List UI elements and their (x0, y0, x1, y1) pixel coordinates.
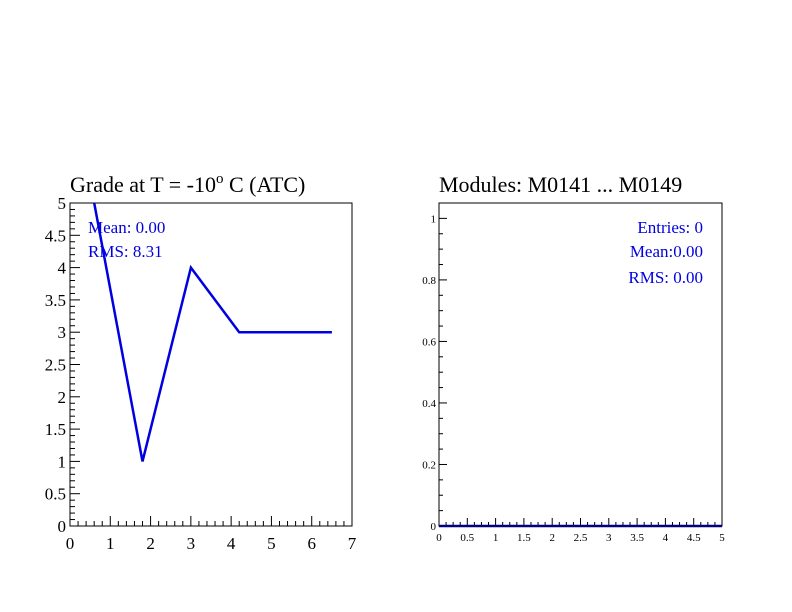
left-y-tick-label: 4 (58, 259, 67, 278)
left-series-line (92, 202, 332, 462)
right-stat-rms: RMS: 0.00 (628, 268, 703, 287)
left-y-tick-label: 0.5 (45, 485, 66, 504)
right-x-tick-label: 4 (663, 532, 669, 544)
right-stat-entries: Entries: 0 (637, 218, 703, 237)
right-y-tick-labels: 0 0.2 0.4 0.6 0.8 1 (422, 213, 436, 533)
left-y-tick-label: 3 (58, 323, 67, 342)
left-y-tick-label: 4.5 (45, 226, 66, 245)
left-x-tick-label: 5 (267, 534, 276, 553)
left-x-tick-label: 0 (66, 534, 75, 553)
right-x-tick-label: 0.5 (460, 532, 474, 544)
left-x-tick-label: 6 (307, 534, 316, 553)
right-y-tick-label: 0 (431, 521, 437, 533)
left-x-tick-label: 2 (146, 534, 155, 553)
right-x-tick-label: 3.5 (630, 532, 644, 544)
left-x-tick-label: 1 (106, 534, 115, 553)
left-y-tick-labels: 0 0.5 1 1.5 2 2.5 3 3.5 4 4.5 5 (45, 194, 67, 536)
right-y-tick-label: 1 (431, 213, 437, 225)
right-x-tick-label: 4.5 (687, 532, 701, 544)
right-x-tick-label: 5 (719, 532, 725, 544)
left-y-tick-label: 5 (58, 194, 67, 213)
left-y-tick-label: 0 (58, 517, 67, 536)
left-y-tick-label: 3.5 (45, 291, 66, 310)
left-y-tick-label: 1.5 (45, 420, 66, 439)
left-chart: Grade at T = -10o C (ATC) 0 0.5 1 1.5 2 2.5 3 3… (45, 171, 357, 553)
left-x-tick-label: 4 (227, 534, 236, 553)
right-x-tick-label: 1 (493, 532, 499, 544)
right-y-tick-label: 0.4 (422, 398, 436, 410)
left-y-tick-label: 1 (58, 452, 67, 471)
left-axis-ticks (69, 202, 353, 527)
left-y-tick-label: 2.5 (45, 356, 66, 375)
right-x-tick-label: 1.5 (517, 532, 531, 544)
right-chart-title: Modules: M0141 ... M0149 (439, 172, 682, 197)
right-chart: Modules: M0141 ... M0149 00.20.40.60.81 … (422, 172, 725, 544)
right-x-tick-label: 2 (549, 532, 555, 544)
right-y-tick-label: 0.2 (422, 459, 436, 471)
right-x-tick-label: 2.5 (574, 532, 588, 544)
left-x-tick-labels: 0 1 2 3 4 5 6 7 (66, 534, 357, 553)
right-stat-mean: Mean:0.00 (630, 242, 703, 261)
right-x-tick-labels: 0 0.5 1 1.5 2 2.5 3 3.5 4 4.5 5 (436, 532, 725, 544)
left-x-tick-label: 3 (187, 534, 196, 553)
right-x-tick-label: 0 (436, 532, 442, 544)
left-chart-title: Grade at T = -10o C (ATC) (70, 171, 305, 197)
left-y-tick-label: 2 (58, 388, 67, 407)
left-stat-mean: Mean: 0.00 (88, 218, 165, 237)
right-axis-ticks (438, 217, 723, 527)
right-y-tick-label: 0.6 (422, 336, 436, 348)
left-stat-rms: RMS: 8.31 (88, 242, 163, 261)
right-x-tick-label: 3 (606, 532, 612, 544)
right-y-tick-label: 0.8 (422, 275, 436, 287)
left-x-tick-label: 7 (348, 534, 357, 553)
